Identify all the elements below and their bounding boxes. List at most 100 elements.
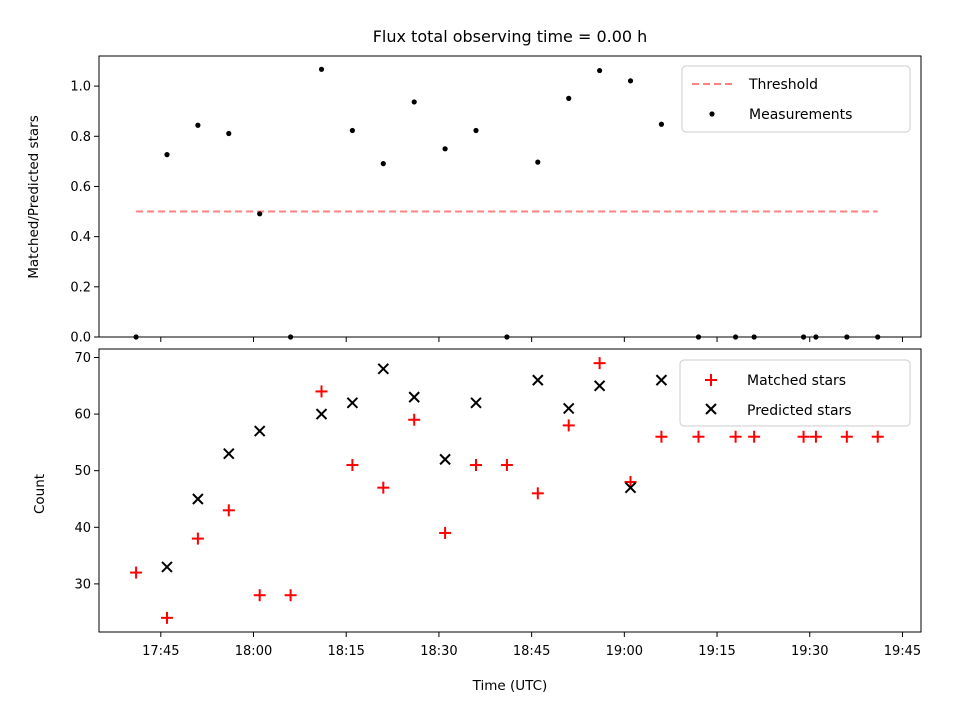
bottom-x-tick-label: 19:45 xyxy=(884,644,921,659)
bottom-x-tick-label: 18:45 xyxy=(513,644,550,659)
measurement-point xyxy=(627,78,634,84)
measurement-point xyxy=(658,121,665,127)
measurement-point xyxy=(473,127,479,134)
bottom-x-tick-label: 19:15 xyxy=(698,644,735,659)
bottom-x-ticks: 17:45 18:00 18:15 18:30 18:45 19:00 19:15 19:30… xyxy=(142,632,921,659)
predicted-star-point xyxy=(161,561,173,573)
legend-measurements-label: Measurements xyxy=(749,107,852,123)
measurement-point xyxy=(411,99,417,105)
matched-star-point xyxy=(655,430,668,443)
bottom-y-tick-label: 50 xyxy=(74,464,91,479)
top-y-tick-label: 0.6 xyxy=(70,180,91,195)
predicted-star-point xyxy=(377,363,390,375)
top-y-tick-label: 0.4 xyxy=(70,230,91,245)
measurement-point xyxy=(164,152,170,158)
bottom-y-tick-label: 30 xyxy=(74,577,91,592)
predicted-star-point xyxy=(192,493,204,505)
top-legend: Threshold Measurements xyxy=(681,65,911,133)
top-axes-frame xyxy=(98,55,922,338)
matched-star-point xyxy=(253,589,266,602)
matched-star-point xyxy=(377,481,390,494)
top-x-ticks xyxy=(160,337,903,342)
measurement-point xyxy=(349,127,355,134)
bottom-x-tick-label: 18:00 xyxy=(235,644,272,659)
matched-star-point xyxy=(470,459,483,472)
top-y-ticks: 0.0 0.2 0.4 0.6 0.8 1.0 xyxy=(70,80,99,346)
bottom-x-tick-label: 19:00 xyxy=(606,644,643,659)
matched-star-point xyxy=(797,430,810,443)
matched-star-point xyxy=(191,532,204,545)
x-axis-label: Time (UTC) xyxy=(472,678,548,694)
measurement-point xyxy=(257,211,263,217)
matched-star-point xyxy=(346,459,359,472)
matched-star-point xyxy=(439,526,452,539)
measurement-point xyxy=(318,66,325,72)
matched-star-point xyxy=(840,430,853,443)
measurement-point xyxy=(442,146,448,152)
predicted-star-point xyxy=(439,453,451,466)
measurement-point xyxy=(195,122,201,128)
legend-measurements-marker xyxy=(709,111,715,117)
bottom-axes-frame xyxy=(98,348,922,633)
matched-star-point xyxy=(748,430,761,443)
bottom-plot-area xyxy=(130,357,884,624)
matched-star-point xyxy=(871,430,884,443)
matched-star-point xyxy=(130,566,143,579)
measurement-point xyxy=(535,159,541,165)
legend-predicted-marker xyxy=(705,403,717,415)
matched-star-point xyxy=(222,504,235,517)
top-legend-box xyxy=(681,65,911,133)
predicted-star-point xyxy=(223,448,235,460)
predicted-star-point xyxy=(315,408,328,420)
matched-star-point xyxy=(809,430,822,443)
top-y-tick-label: 0.2 xyxy=(70,280,91,295)
predicted-star-point xyxy=(655,374,668,386)
chart-title: Flux total observing time = 0.00 h xyxy=(373,27,648,46)
bottom-x-tick-label: 17:45 xyxy=(142,644,179,659)
bottom-x-tick-label: 19:30 xyxy=(791,644,828,659)
bottom-panel: Count Time (UTC) 30 40 50 60 70 17:45 18:00 18… xyxy=(32,348,922,694)
top-panel: Flux total observing time = 0.00 h Match… xyxy=(26,27,922,346)
top-y-axis-label: Matched/Predicted stars xyxy=(26,115,42,278)
matched-star-point xyxy=(624,476,637,489)
predicted-star-point xyxy=(532,374,544,386)
predicted-star-point xyxy=(470,397,482,409)
measurement-point xyxy=(597,67,603,74)
bottom-y-ticks: 30 40 50 60 70 xyxy=(74,351,99,592)
measurement-point xyxy=(226,130,232,137)
bottom-y-axis-label: Count xyxy=(32,474,48,514)
matched-star-point xyxy=(692,430,705,443)
matched-star-point xyxy=(315,385,328,398)
measurement-point xyxy=(566,95,572,102)
legend-threshold-label: Threshold xyxy=(748,77,818,93)
predicted-star-point xyxy=(253,425,266,437)
matched-star-point xyxy=(729,430,742,443)
matched-star-point xyxy=(284,589,297,602)
predicted-star-point xyxy=(346,397,359,409)
measurement-point xyxy=(380,161,386,167)
legend-matched-marker xyxy=(705,374,717,386)
bottom-y-tick-label: 40 xyxy=(74,521,91,536)
bottom-legend: Matched stars Predicted stars xyxy=(679,359,911,427)
bottom-y-tick-label: 70 xyxy=(74,351,91,366)
bottom-x-tick-label: 18:15 xyxy=(327,644,364,659)
top-plot-area xyxy=(133,66,881,340)
legend-predicted-label: Predicted stars xyxy=(747,403,852,419)
top-y-tick-label: 1.0 xyxy=(70,80,91,95)
bottom-legend-box xyxy=(679,359,911,427)
bottom-x-tick-label: 18:30 xyxy=(420,644,457,659)
top-y-tick-label: 0.8 xyxy=(70,130,91,145)
matched-star-point xyxy=(160,611,173,624)
predicted-star-point xyxy=(563,402,575,415)
top-y-tick-label: 0.0 xyxy=(70,331,91,346)
predicted-star-point xyxy=(624,481,637,494)
matched-star-point xyxy=(562,419,575,432)
matched-star-point xyxy=(500,459,513,472)
predicted-star-point xyxy=(593,380,606,392)
bottom-y-tick-label: 60 xyxy=(74,408,91,423)
matched-star-point xyxy=(593,357,606,370)
predicted-star-point xyxy=(408,391,420,403)
matched-star-point xyxy=(531,487,544,500)
matched-star-point xyxy=(408,413,421,426)
